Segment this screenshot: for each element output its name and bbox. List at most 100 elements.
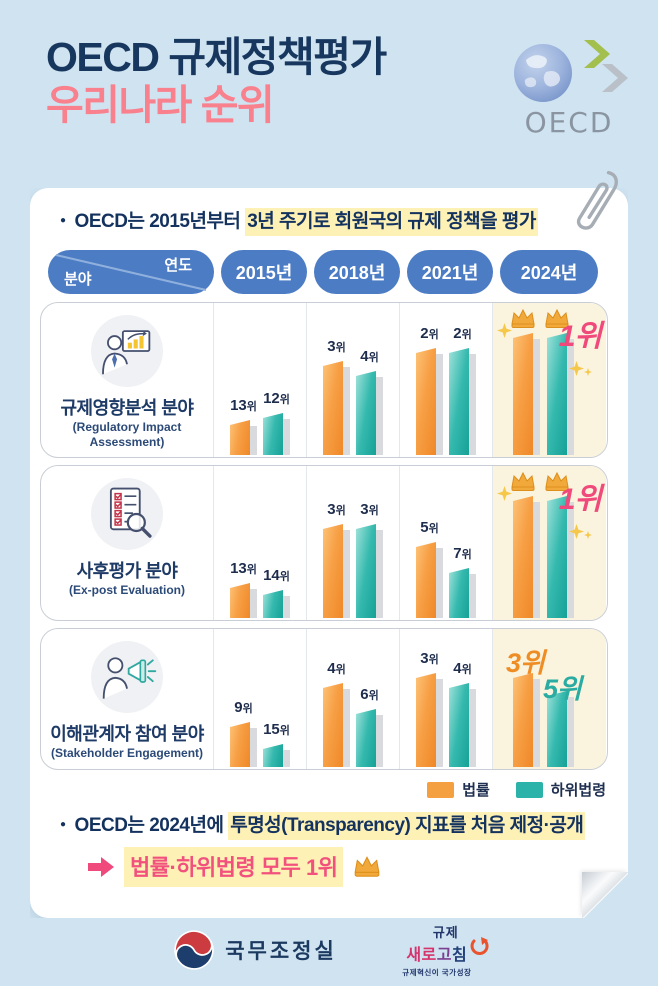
bar-side-shadow (283, 596, 290, 618)
rank-label: 6위 (360, 686, 379, 703)
bar-법률: 3위 (323, 524, 350, 618)
bar-face (263, 413, 283, 455)
rank-cell-2021: 2위 2위 (399, 303, 492, 457)
bar-법률: 13위 (230, 420, 257, 455)
oecd-chevrons-icon (584, 40, 628, 92)
bar-하위법령: 14위 (263, 590, 290, 618)
bar-하위법령: 4위 (356, 371, 383, 455)
bar-법률: 13위 (230, 583, 257, 618)
bar-face (449, 348, 469, 455)
bar-side-shadow (436, 548, 443, 618)
year-pill-2021: 2021년 (407, 250, 493, 294)
chart-rows-container: 규제영향분석 분야 (Regulatory Impact Assessment)… (40, 302, 608, 777)
field-label-column: 이해관계자 참여 분야 (Stakeholder Engagement) (41, 629, 213, 769)
rank-label: 2위 (420, 325, 439, 342)
intro-bullet-highlight: 3년 주기로 회원국의 규제 정책을 평가 (245, 208, 538, 236)
brand-part: 침 (452, 947, 468, 964)
field-name: 사후평가 분야 (76, 561, 178, 581)
bar-face (230, 583, 250, 618)
rank-label: 7위 (453, 545, 472, 562)
crown-icon (544, 308, 570, 335)
rank-cell-2024: 1위 (492, 303, 606, 457)
brand-subtitle: 규제혁신이 국가성장 (402, 968, 472, 977)
bar-하위법령: 4위 (449, 683, 476, 767)
big-rank-label: 3위 (506, 648, 544, 678)
diagonal-divider (48, 250, 214, 294)
brand-part: 새로 (406, 947, 437, 964)
brand-part: 고 (436, 947, 453, 964)
crown-icon (353, 856, 381, 878)
bar-face (547, 496, 567, 618)
bar-face (547, 333, 567, 455)
matrix-header-row: 연도 분야 2015년 2018년 2021년 2024년 (48, 250, 598, 294)
content-card: OECD는 2015년부터 3년 주기로 회원국의 규제 정책을 평가 연도 분… (30, 188, 628, 918)
legend-swatch-orange (427, 782, 454, 798)
legend-label: 하위법령 (550, 782, 606, 799)
bar-side-shadow (436, 679, 443, 767)
field-name-english: (Ex-post Evaluation) (68, 583, 185, 597)
brand-line-2: 새로고침 (389, 937, 489, 965)
bar-법률 (513, 673, 540, 767)
sparkle-icon (569, 361, 592, 381)
bar-face (230, 420, 250, 455)
year-pill-2015: 2015년 (221, 250, 307, 294)
taegeuk-icon (174, 930, 214, 970)
page-curl (582, 872, 628, 918)
big-rank-label: 1위 (558, 320, 601, 353)
bar-side-shadow (376, 530, 383, 618)
bar-side-shadow (533, 339, 540, 455)
intro-bullet: OECD는 2015년부터 3년 주기로 회원국의 규제 정책을 평가 (60, 206, 538, 233)
bar-face (356, 524, 376, 618)
bar-법률: 2위 (416, 348, 443, 455)
bar-face (416, 348, 436, 455)
bar-법률: 4위 (323, 683, 350, 767)
bar-side-shadow (469, 354, 476, 455)
bar-법률: 9위 (230, 722, 257, 767)
rank-label: 3위 (327, 338, 346, 355)
bar-face (547, 691, 567, 767)
bar-법률: 3위 (416, 673, 443, 767)
refresh-arrow-icon (470, 937, 489, 956)
big-rank-label: 5위 (543, 674, 581, 704)
brand-line-1: 규제 (432, 925, 459, 940)
bar-face (513, 333, 533, 455)
outro-bullet: OECD는 2024년에 투명성(Transparency) 지표를 처음 제정… (60, 810, 585, 837)
rank-cell-2021: 3위 4위 (399, 629, 492, 769)
bar-하위법령 (547, 691, 574, 767)
rank-cell-2024: 3위 5위 (492, 629, 606, 769)
sparkle-icon (569, 524, 592, 544)
footer: 국무조정실 규제 새로고침 규제혁신이 국가성장 (0, 922, 658, 978)
chart-legend: 법률 하위법령 (427, 779, 606, 800)
rank-label: 2위 (453, 325, 472, 342)
bar-face (513, 496, 533, 618)
title-line-1: OECD 규제정책평가 (46, 34, 387, 80)
rank-label: 4위 (360, 348, 379, 365)
paperclip-icon (576, 170, 618, 230)
intro-bullet-plain: OECD는 2015년부터 (74, 211, 246, 232)
field-name: 규제영향분석 분야 (60, 398, 194, 418)
rank-cell-2024: 1위 (492, 466, 606, 620)
field-name: 이해관계자 참여 분야 (50, 724, 204, 744)
crown-icon (510, 308, 536, 335)
crown-icon (544, 471, 570, 498)
bar-side-shadow (567, 697, 574, 767)
bar-face (323, 524, 343, 618)
bar-face (449, 568, 469, 618)
rank-label: 3위 (360, 501, 379, 518)
conclusion-line: 법률·하위법령 모두 1위 (88, 847, 381, 887)
conclusion-text: 법률·하위법령 모두 1위 (124, 847, 343, 887)
bar-face (416, 542, 436, 618)
rank-cell-2015: 13위 14위 (213, 466, 306, 620)
bar-side-shadow (343, 689, 350, 767)
bar-side-shadow (436, 354, 443, 455)
bar-side-shadow (533, 502, 540, 618)
rank-cell-2018: 4위 6위 (306, 629, 399, 769)
field-row-3: 이해관계자 참여 분야 (Stakeholder Engagement) 9위 … (40, 628, 608, 770)
field-name-english: (Regulatory Impact Assessment) (72, 420, 182, 449)
bar-face (416, 673, 436, 767)
bar-side-shadow (250, 728, 257, 767)
rank-cell-2018: 3위 4위 (306, 303, 399, 457)
rank-label: 5위 (420, 519, 439, 536)
title-line-2: 우리나라 순위 (46, 81, 275, 128)
bar-side-shadow (250, 426, 257, 455)
